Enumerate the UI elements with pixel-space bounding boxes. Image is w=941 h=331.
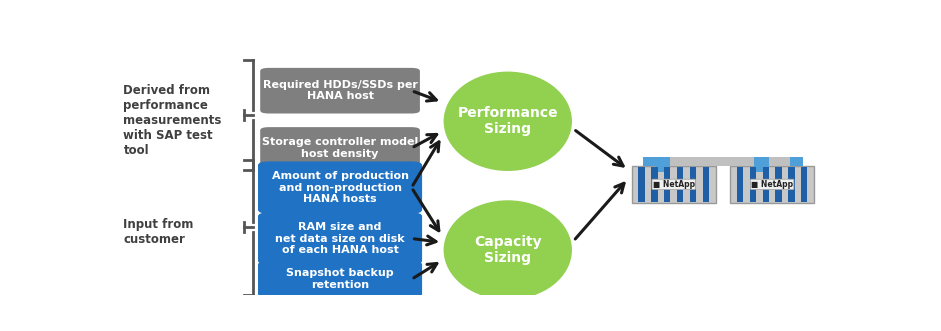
FancyBboxPatch shape	[755, 157, 769, 172]
Text: RAM size and
net data size on disk
of each HANA host: RAM size and net data size on disk of ea…	[275, 222, 405, 255]
FancyBboxPatch shape	[261, 68, 420, 114]
FancyBboxPatch shape	[677, 167, 683, 202]
FancyBboxPatch shape	[638, 167, 645, 202]
Ellipse shape	[443, 200, 572, 300]
FancyBboxPatch shape	[258, 261, 423, 298]
FancyBboxPatch shape	[790, 157, 803, 166]
FancyBboxPatch shape	[631, 166, 715, 203]
Text: Derived from
performance
measurements
with SAP test
tool: Derived from performance measurements wi…	[123, 83, 222, 157]
Text: ■ NetApp: ■ NetApp	[751, 180, 793, 189]
FancyBboxPatch shape	[775, 167, 782, 202]
Text: Performance
Sizing: Performance Sizing	[457, 106, 558, 136]
Text: Storage controller model
host density: Storage controller model host density	[262, 137, 418, 159]
Ellipse shape	[443, 71, 572, 171]
Text: Amount of production
and non-production
HANA hosts: Amount of production and non-production …	[272, 171, 408, 204]
FancyBboxPatch shape	[656, 157, 670, 172]
FancyBboxPatch shape	[258, 213, 423, 265]
FancyBboxPatch shape	[261, 127, 420, 169]
FancyBboxPatch shape	[643, 157, 656, 166]
FancyBboxPatch shape	[258, 162, 423, 214]
FancyBboxPatch shape	[737, 167, 743, 202]
FancyBboxPatch shape	[651, 167, 658, 202]
FancyBboxPatch shape	[789, 167, 794, 202]
Text: Snapshot backup
retention: Snapshot backup retention	[286, 268, 394, 290]
FancyBboxPatch shape	[643, 157, 803, 166]
FancyBboxPatch shape	[690, 167, 696, 202]
Text: Capacity
Sizing: Capacity Sizing	[474, 235, 542, 265]
FancyBboxPatch shape	[703, 167, 709, 202]
FancyBboxPatch shape	[801, 167, 807, 202]
FancyBboxPatch shape	[762, 167, 769, 202]
FancyBboxPatch shape	[664, 167, 670, 202]
FancyBboxPatch shape	[750, 167, 756, 202]
Text: ■ NetApp: ■ NetApp	[653, 180, 694, 189]
Text: Required HDDs/SSDs per
HANA host: Required HDDs/SSDs per HANA host	[263, 80, 418, 102]
FancyBboxPatch shape	[730, 166, 814, 203]
Text: Input from
customer: Input from customer	[123, 218, 194, 246]
